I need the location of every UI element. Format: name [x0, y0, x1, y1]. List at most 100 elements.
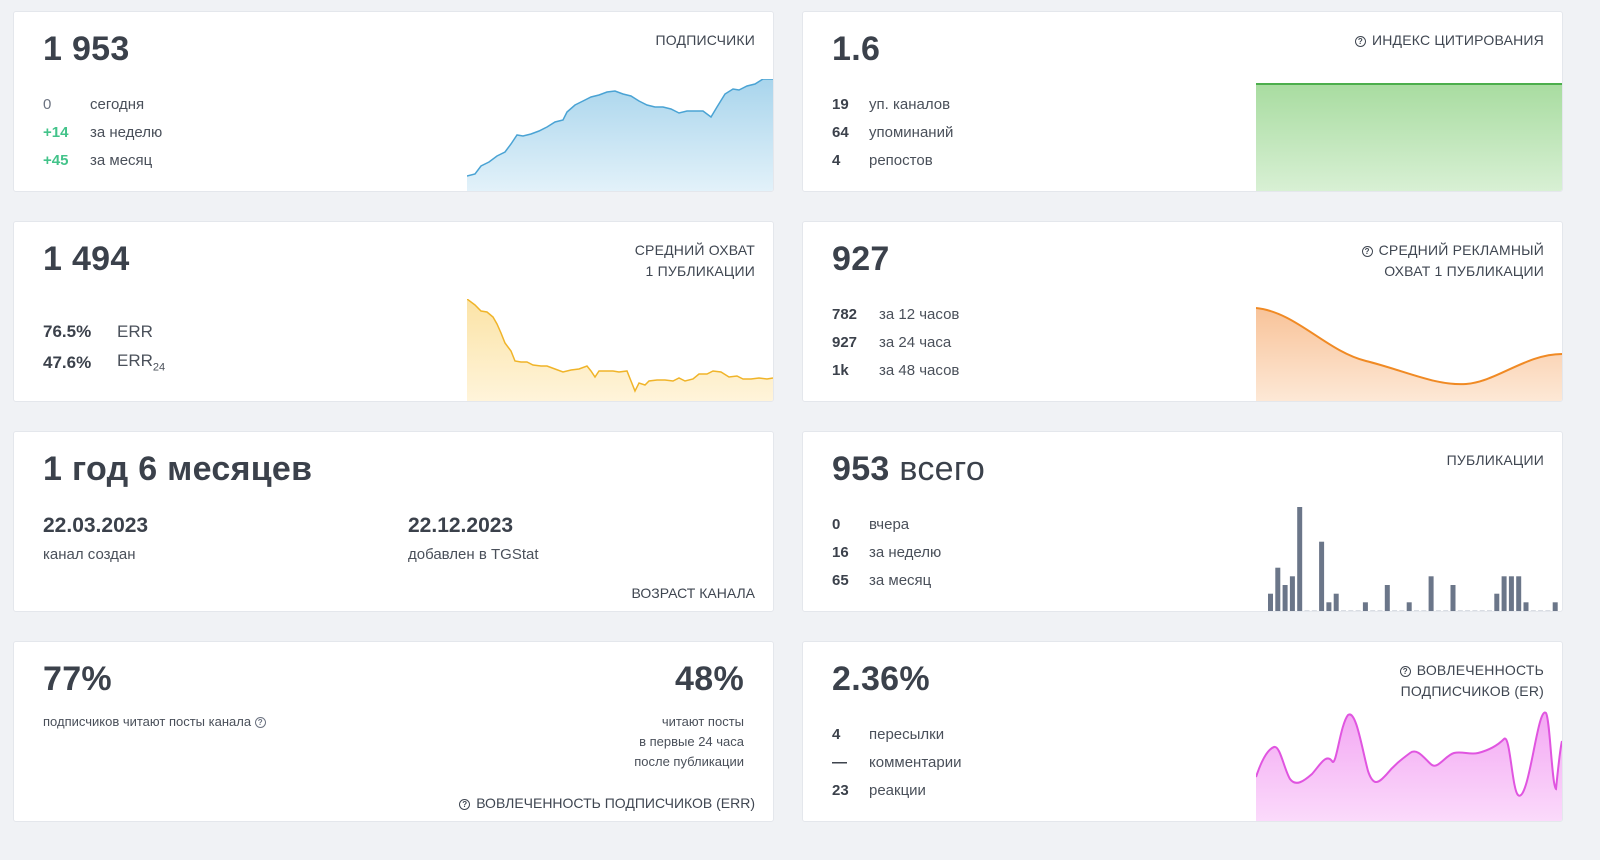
publication-bar[interactable] [1465, 610, 1471, 611]
publication-bar[interactable] [1435, 610, 1441, 611]
stat-value: 782 [832, 305, 858, 323]
stat-label: пересылки [869, 725, 945, 743]
err-stats: 76.5% ERR 47.6% ERR24 [43, 316, 165, 378]
ad-reach-card[interactable]: 927 ? СРЕДНИЙ РЕКЛАМНЫЙ ОХВАТ 1 ПУБЛИКАЦИИ… [802, 221, 1563, 402]
publication-bar[interactable] [1362, 602, 1368, 611]
label-line: ? ВОВЛЕЧЕННОСТЬ [1399, 660, 1544, 681]
publications-bar-chart[interactable] [1256, 501, 1562, 611]
publication-bar[interactable] [1421, 610, 1427, 611]
publication-bar[interactable] [1414, 610, 1419, 611]
publications-card[interactable]: 953 всего ПУБЛИКАЦИИ 0 вчера 16 за неделю … [802, 431, 1563, 612]
publication-bar[interactable] [1472, 610, 1478, 611]
publication-bar[interactable] [1399, 610, 1405, 611]
publication-bar[interactable] [1377, 610, 1383, 611]
stat-value: 0 [43, 95, 52, 113]
stat-value: 1k [832, 361, 849, 379]
publication-bar[interactable] [1406, 602, 1412, 611]
publication-bar[interactable] [1479, 610, 1485, 611]
stat-label: вчера [869, 515, 910, 533]
stat-label: реакции [869, 781, 926, 799]
publication-bar[interactable] [1348, 610, 1354, 611]
avg-reach-value: 1 494 [43, 240, 130, 278]
publication-bar[interactable] [1333, 593, 1339, 611]
er-area [1256, 712, 1562, 821]
er-engagement-card[interactable]: 2.36% ? ВОВЛЕЧЕННОСТЬ ПОДПИСЧИКОВ (ER) 4 пе… [802, 641, 1563, 822]
citation-label: ? ИНДЕКС ЦИТИРОВАНИЯ [1354, 30, 1544, 51]
avg-reach-area [467, 299, 773, 401]
publications-total: 953 всего [832, 450, 986, 488]
citation-area [1256, 84, 1562, 191]
stat-value: 4 [832, 725, 841, 743]
er-chart[interactable] [1256, 709, 1562, 821]
stat-label: за 48 часов [879, 361, 960, 379]
publication-bar[interactable] [1311, 610, 1317, 611]
subscribers-line [467, 79, 773, 177]
publication-bar[interactable] [1428, 576, 1434, 611]
publication-bar[interactable] [1508, 576, 1514, 611]
question-icon[interactable]: ? [1354, 36, 1366, 47]
publication-bar[interactable] [1319, 541, 1325, 611]
ad-reach-chart[interactable] [1256, 306, 1562, 401]
label-line: ОХВАТ 1 ПУБЛИКАЦИИ [1384, 263, 1544, 279]
publication-bar[interactable] [1487, 610, 1492, 611]
avg-reach-chart[interactable] [467, 299, 773, 401]
publication-bar[interactable] [1552, 602, 1558, 611]
publication-bar[interactable] [1523, 602, 1529, 611]
avg-reach-card[interactable]: 1 494 СРЕДНИЙ ОХВАТ 1 ПУБЛИКАЦИИ 76.5% ERR… [13, 221, 774, 402]
publication-bar[interactable] [1370, 610, 1376, 611]
stat-value: 4 [832, 151, 841, 169]
publication-bar[interactable] [1450, 585, 1456, 611]
question-icon[interactable]: ? [459, 799, 471, 810]
label-line: ? СРЕДНИЙ РЕКЛАМНЫЙ [1361, 240, 1544, 261]
publication-bar[interactable] [1538, 610, 1544, 611]
label-line: СРЕДНИЙ ОХВАТ [634, 242, 755, 258]
publication-bar[interactable] [1443, 610, 1449, 611]
publication-bar[interactable] [1545, 610, 1551, 611]
publication-bar[interactable] [1494, 593, 1500, 611]
citation-stats: 19 уп. каналов 64 упоминаний 4 репостов [832, 90, 953, 174]
publication-bar[interactable] [1304, 610, 1310, 611]
publication-bar[interactable] [1501, 576, 1507, 611]
publication-bar[interactable] [1297, 507, 1303, 611]
stat-label: комментарии [869, 753, 962, 771]
publication-bar[interactable] [1326, 602, 1332, 611]
subscribers-card[interactable]: 1 953 ПОДПИСЧИКИ 0 сегодня +14 за неделю +… [13, 11, 774, 192]
err24-value: 47.6% [43, 352, 92, 372]
stat-row: 1k за 48 часов [832, 356, 959, 384]
subscribers-chart[interactable] [467, 79, 773, 191]
publications-stats: 0 вчера 16 за неделю 65 за месяц [832, 510, 941, 594]
question-icon[interactable]: ? [1361, 246, 1373, 257]
stat-value: — [832, 753, 847, 771]
subscribers-area [467, 79, 773, 191]
publication-bar[interactable] [1457, 610, 1463, 611]
err24-label: ERR24 [117, 351, 166, 374]
stat-value: 19 [832, 95, 849, 113]
err24-row: 47.6% ERR24 [43, 347, 165, 378]
question-icon[interactable]: ? [254, 717, 266, 728]
channel-age-card[interactable]: 1 год 6 месяцев 22.03.2023 канал создан … [13, 431, 774, 612]
stat-value: 23 [832, 781, 849, 799]
stat-label: за месяц [869, 571, 932, 589]
er-line [1256, 711, 1562, 797]
stat-value: 65 [832, 571, 849, 589]
publication-bar[interactable] [1355, 610, 1361, 611]
question-icon[interactable]: ? [1399, 666, 1411, 677]
stat-label: сегодня [90, 95, 145, 113]
ad-reach-line [1256, 307, 1562, 386]
publication-bar[interactable] [1392, 610, 1398, 611]
publication-bar[interactable] [1275, 567, 1281, 611]
publication-bar[interactable] [1530, 610, 1536, 611]
stat-row: +14 за неделю [43, 118, 162, 146]
err-engagement-card[interactable]: 77% подписчиков читают посты канала ? 48… [13, 641, 774, 822]
avg-reach-label: СРЕДНИЙ ОХВАТ 1 ПУБЛИКАЦИИ [635, 240, 755, 282]
citation-card[interactable]: 1.6 ? ИНДЕКС ЦИТИРОВАНИЯ 19 уп. каналов 64… [802, 11, 1563, 192]
publication-bar[interactable] [1268, 593, 1273, 611]
publication-bar[interactable] [1384, 585, 1390, 611]
publication-bar[interactable] [1341, 610, 1346, 611]
publication-bar[interactable] [1289, 576, 1295, 611]
er-value: 2.36% [832, 660, 930, 698]
publication-bar[interactable] [1516, 576, 1522, 611]
stat-label: за неделю [90, 123, 163, 141]
citation-chart[interactable] [1256, 79, 1562, 191]
publication-bar[interactable] [1282, 585, 1288, 611]
